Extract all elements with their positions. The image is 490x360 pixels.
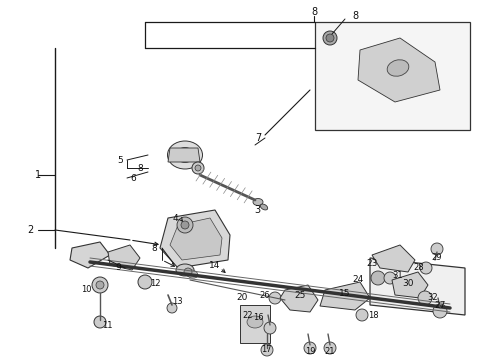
Text: 14: 14 [209,261,220,270]
Text: 21: 21 [325,346,335,356]
Polygon shape [160,210,230,268]
Text: 8: 8 [151,243,157,252]
Circle shape [431,243,443,255]
Text: 8: 8 [311,7,317,17]
Polygon shape [280,285,318,312]
Circle shape [418,291,432,305]
Circle shape [371,271,385,285]
Ellipse shape [168,141,202,169]
Text: 8: 8 [352,11,358,21]
Ellipse shape [253,198,263,206]
Text: 24: 24 [352,275,364,284]
Circle shape [167,303,177,313]
Text: 3: 3 [254,205,260,215]
Circle shape [138,275,152,289]
Text: 6: 6 [130,174,136,183]
Polygon shape [108,245,140,270]
Circle shape [326,34,334,42]
Ellipse shape [247,316,263,328]
Ellipse shape [176,264,194,276]
Polygon shape [372,245,415,272]
Ellipse shape [368,51,412,85]
Circle shape [304,342,316,354]
Text: 13: 13 [172,297,183,306]
Circle shape [96,281,104,289]
Text: 15: 15 [339,288,351,297]
Circle shape [94,316,106,328]
Circle shape [177,217,193,233]
Text: 10: 10 [81,285,92,294]
Text: 8: 8 [137,163,143,172]
Text: 25: 25 [294,292,306,301]
Ellipse shape [175,148,195,162]
Polygon shape [358,38,440,102]
Polygon shape [70,242,110,268]
Text: 5: 5 [117,156,123,165]
Text: 20: 20 [236,293,247,302]
Circle shape [433,304,447,318]
Text: 23: 23 [367,260,378,269]
Polygon shape [392,272,428,298]
Text: 16: 16 [253,314,264,323]
Text: 29: 29 [432,253,442,262]
Bar [240,305,270,343]
Polygon shape [168,148,200,162]
Text: 26: 26 [259,292,270,301]
Polygon shape [370,258,465,315]
Circle shape [192,162,204,174]
Circle shape [356,309,368,321]
Circle shape [195,165,201,171]
Polygon shape [320,282,370,310]
Circle shape [178,148,192,162]
Ellipse shape [186,270,198,278]
Text: 11: 11 [102,320,113,329]
Text: 12: 12 [150,279,161,288]
Ellipse shape [387,60,409,76]
Text: 31: 31 [392,271,403,280]
Text: 18: 18 [368,310,379,320]
Ellipse shape [392,58,429,86]
Circle shape [92,277,108,293]
Circle shape [184,268,192,276]
Text: 1: 1 [35,170,41,180]
Text: 30: 30 [402,279,414,288]
Circle shape [264,322,276,334]
Text: 4: 4 [172,213,178,222]
Circle shape [420,262,432,274]
Text: 9: 9 [115,264,121,273]
Text: 28: 28 [414,264,424,273]
Circle shape [261,344,273,356]
Text: 7: 7 [255,133,261,143]
Text: 22: 22 [242,310,252,320]
Polygon shape [170,218,222,260]
Text: 2: 2 [27,225,33,235]
Circle shape [324,342,336,354]
Ellipse shape [260,204,268,210]
Circle shape [323,31,337,45]
Circle shape [181,221,189,229]
Circle shape [269,292,281,304]
Text: 17: 17 [261,346,271,355]
Circle shape [384,272,396,284]
Text: 27: 27 [434,301,446,310]
Text: 32: 32 [427,293,438,302]
Text: 19: 19 [305,346,315,356]
Bar [315,22,470,130]
